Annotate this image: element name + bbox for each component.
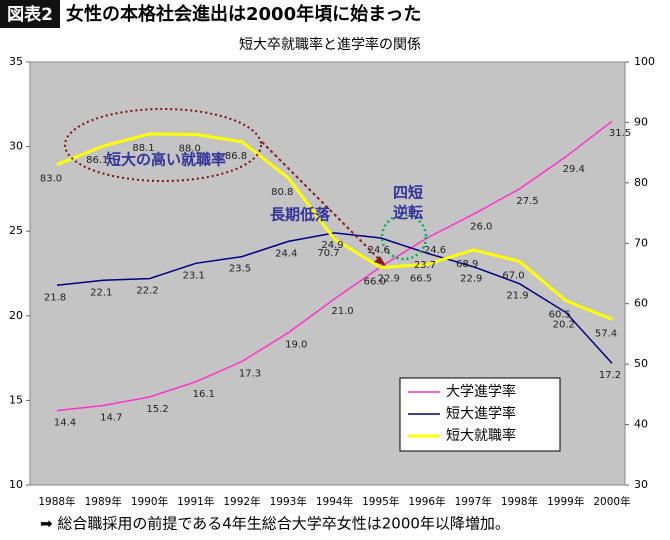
annotation: 四短 [393, 184, 423, 202]
arrow-head [374, 256, 386, 266]
y-tick-label: 30 [9, 140, 23, 153]
data-label: 29.4 [563, 164, 585, 175]
data-label: 68.9 [456, 259, 478, 270]
data-label: 17.2 [599, 370, 621, 381]
data-label: 21.8 [44, 292, 66, 303]
data-label: 88.0 [179, 144, 201, 155]
x-tick-label: 2000年 [593, 495, 630, 508]
badge-box [0, 0, 60, 28]
trend-arrow [261, 141, 383, 263]
x-tick-label: 1989年 [85, 495, 122, 508]
annotation: 短大の高い就職率 [106, 151, 226, 169]
data-label: 80.8 [271, 187, 293, 198]
data-label: 24.6 [368, 245, 390, 256]
data-label: 66.0 [364, 276, 386, 287]
data-label: 16.1 [193, 389, 215, 400]
data-label: 14.4 [54, 418, 76, 429]
series-line [56, 232, 613, 364]
y-tick-label: 25 [9, 224, 23, 237]
data-label: 22.9 [378, 274, 400, 285]
annotation: 長期低落 [270, 206, 331, 224]
y2-tick-label: 40 [634, 418, 648, 431]
data-label: 14.7 [100, 412, 122, 423]
data-label: 22.9 [460, 274, 482, 285]
y2-tick-label: 60 [634, 297, 648, 310]
x-tick-label: 1990年 [131, 495, 168, 508]
series-line [56, 132, 613, 321]
x-tick-label: 1996年 [408, 495, 445, 508]
chart-subtitle: 短大卒就職率と進学率の関係 [239, 36, 421, 53]
badge: 図表2 [7, 4, 53, 25]
highlight-ellipse [64, 108, 262, 182]
data-label: 31.5 [609, 128, 631, 139]
x-tick-label: 1993年 [270, 495, 307, 508]
x-tick-label: 1991年 [177, 495, 214, 508]
x-tick-label: 1999年 [547, 495, 584, 508]
legend-label: 大学進学率 [446, 383, 516, 400]
y-tick-label: 20 [9, 309, 23, 322]
series-line [56, 120, 613, 412]
data-label: 66.5 [410, 273, 432, 284]
data-label: 23.1 [183, 270, 205, 281]
highlight-circle [380, 213, 428, 261]
y-tick-label: 15 [9, 393, 23, 406]
y2-tick-label: 90 [634, 115, 648, 128]
data-label: 22.1 [90, 287, 112, 298]
data-label: 67.0 [502, 270, 524, 281]
x-tick-label: 1992年 [223, 495, 260, 508]
data-label: 27.5 [516, 196, 538, 207]
data-label: 86.8 [225, 151, 247, 162]
data-label: 21.9 [506, 291, 528, 302]
y-tick-label: 35 [9, 55, 23, 68]
x-tick-label: 1998年 [501, 495, 538, 508]
data-label: 23.5 [229, 264, 251, 275]
data-label: 60.5 [549, 310, 571, 321]
chart-title: 女性の本格社会進出は2000年頃に始まった [66, 3, 421, 25]
data-label: 24.4 [275, 248, 297, 259]
x-tick-label: 1988年 [38, 495, 75, 508]
data-label: 88.1 [132, 143, 154, 154]
legend-label: 短大就職率 [446, 427, 516, 444]
data-label: 17.3 [239, 368, 261, 379]
data-label: 70.7 [317, 248, 339, 259]
data-label: 23.7 [414, 260, 436, 271]
y-tick-label: 10 [9, 478, 23, 491]
data-label: 15.2 [146, 404, 168, 415]
data-label: 26.0 [470, 221, 492, 232]
data-label: 86.1 [86, 155, 108, 166]
y2-tick-label: 70 [634, 236, 648, 249]
data-label: 20.2 [553, 319, 575, 330]
footer: ➡ 総合職採用の前提である4年生総合大学卒女性は2000年以降増加。 [40, 515, 510, 533]
y2-tick-label: 80 [634, 176, 648, 189]
data-label: 83.0 [40, 174, 62, 185]
y2-tick-label: 30 [634, 478, 648, 491]
x-tick-label: 1994年 [316, 495, 353, 508]
data-label: 22.2 [136, 286, 158, 297]
data-label: 24.9 [321, 240, 343, 251]
x-tick-label: 1997年 [455, 495, 492, 508]
y2-tick-label: 100 [634, 55, 655, 68]
data-label: 21.0 [331, 306, 353, 317]
data-label: 24.6 [424, 245, 446, 256]
annotation: 逆転 [393, 204, 423, 222]
y2-tick-label: 50 [634, 357, 648, 370]
data-label: 57.4 [595, 328, 617, 339]
legend-label: 短大進学率 [446, 405, 516, 422]
x-tick-label: 1995年 [362, 495, 399, 508]
data-label: 19.0 [285, 340, 307, 351]
